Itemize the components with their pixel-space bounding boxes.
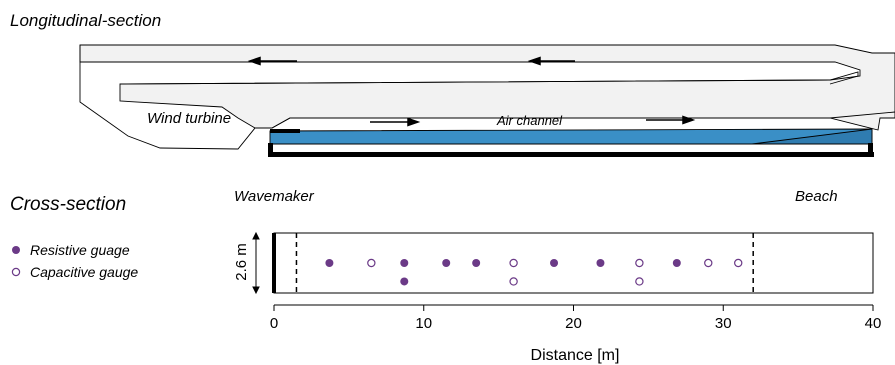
resistive-gauge-point [472, 259, 481, 267]
resistive-gauge-point [442, 259, 451, 267]
longitudinal-heading: Longitudinal-section [10, 11, 161, 30]
x-axis-label: Distance [m] [531, 347, 620, 364]
resistive-gauge-point [672, 259, 681, 267]
air-channel-label: Air channel [496, 113, 563, 128]
return-duct [79, 45, 895, 150]
tank-left-leg [268, 143, 273, 157]
beach-label: Beach [795, 188, 838, 205]
capacitive-gauge-point [509, 258, 518, 268]
resistive-gauge-point [400, 259, 409, 267]
resistive-gauge-point [400, 277, 409, 286]
capacitive-gauge-point [635, 258, 644, 268]
wind-turbine-label: Wind turbine [147, 110, 231, 127]
height-label: 2.6 m [233, 243, 250, 281]
legend-resistive-label: Resistive guage [30, 242, 130, 258]
height-indicator [252, 231, 260, 295]
capacitive-gauge-point [734, 258, 743, 268]
legend-capacitive-marker [11, 267, 21, 277]
tank-bottom-rail [268, 152, 874, 157]
beach-slope [751, 128, 873, 145]
legend: Resistive guage Capacitive gauge [11, 242, 138, 280]
x-tick-label: 30 [715, 315, 732, 332]
resistive-gauge-point [550, 259, 559, 267]
x-tick-label: 40 [865, 315, 882, 332]
x-tick-label: 20 [565, 315, 582, 332]
return-flow-arrows [247, 56, 575, 66]
capacitive-gauge-point [367, 258, 376, 268]
capacitive-gauge-point [509, 277, 518, 286]
x-tick-label: 10 [415, 315, 432, 332]
resistive-gauge-point [325, 259, 334, 267]
inner-channel-loop [119, 71, 859, 85]
tank-plan-frame [273, 232, 874, 294]
wavemaker-label: Wavemaker [234, 188, 315, 205]
gauge-layout-plot: 0 10 20 30 40 [270, 232, 882, 332]
wavemaker-paddle [270, 129, 300, 133]
tank-right-leg [868, 143, 873, 157]
legend-resistive-marker [12, 246, 20, 254]
x-tick-label: 0 [270, 315, 278, 332]
capacitive-gauge-point [635, 277, 644, 286]
resistive-gauge-point [596, 259, 605, 267]
legend-capacitive-label: Capacitive gauge [30, 264, 138, 280]
capacitive-gauge-point [704, 258, 713, 268]
cross-section-heading: Cross-section [10, 194, 126, 215]
air-channel-flow-arrows [370, 115, 696, 127]
